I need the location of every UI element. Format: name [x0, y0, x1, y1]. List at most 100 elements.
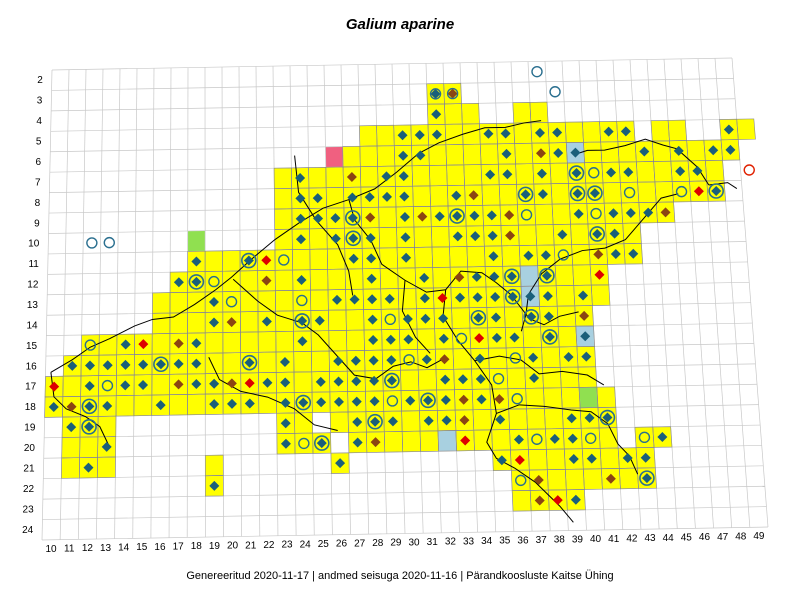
occurrence-diamond — [173, 338, 184, 349]
occurrence-diamond — [603, 126, 614, 137]
occupied-cell — [359, 125, 378, 147]
column-label: 39 — [572, 534, 584, 545]
occupied-cell — [328, 309, 347, 331]
occurrence-diamond — [458, 394, 469, 405]
occurrence-circle — [84, 339, 97, 351]
occurrence-diamond — [209, 317, 220, 328]
occurrence-diamond — [552, 495, 563, 506]
occupied-cell — [480, 143, 499, 165]
occurrence-diamond — [500, 128, 511, 139]
occurrence-diamond — [261, 316, 272, 327]
column-label: 33 — [463, 536, 475, 547]
occupied-cell — [381, 308, 400, 330]
occurrence-diamond — [364, 192, 375, 203]
occupied-cell — [558, 326, 577, 347]
occurrence-diamond — [401, 252, 412, 263]
occurrence-diamond — [578, 290, 589, 301]
occurrence-ring — [295, 394, 312, 411]
occurrence-diamond — [261, 255, 272, 266]
occurrence-diamond — [314, 315, 325, 326]
occupied-cell — [187, 291, 206, 313]
occupied-cell — [620, 182, 639, 203]
occurrence-diamond — [295, 193, 306, 204]
occurrence-diamond — [387, 416, 398, 427]
occurrence-diamond — [606, 167, 617, 178]
occurrence-diamond — [399, 191, 410, 202]
occurrence-circle — [515, 474, 527, 487]
occurrence-diamond — [366, 273, 377, 284]
occupied-cell — [522, 326, 542, 348]
occurrence-diamond — [535, 148, 546, 159]
occupied-cell — [652, 140, 671, 162]
column-label: 10 — [46, 544, 58, 555]
row-label: 17 — [25, 382, 37, 393]
cell-outline — [655, 201, 676, 223]
occurrence-diamond — [451, 190, 462, 201]
occupied-cell — [565, 469, 585, 490]
column-label: 21 — [245, 540, 257, 551]
occurrence-diamond — [483, 128, 494, 139]
occurrence-diamond — [244, 357, 255, 368]
occupied-cell — [205, 455, 224, 476]
occurrence-diamond — [602, 412, 613, 423]
cell-outline — [720, 139, 741, 161]
occurrence-circle — [531, 65, 543, 78]
occurrence-circle — [675, 185, 688, 198]
occurrence-diamond — [723, 124, 734, 135]
border-line — [604, 193, 679, 249]
row-label: 19 — [24, 423, 36, 434]
occurrence-diamond — [226, 378, 237, 389]
occurrence-diamond — [208, 297, 219, 308]
occurrence-ring — [241, 252, 257, 269]
occurrence-diamond — [523, 250, 534, 261]
occurrence-diamond — [573, 208, 584, 219]
occupied-cell — [294, 412, 313, 434]
occupied-cell — [451, 307, 470, 329]
occurrence-diamond — [520, 189, 531, 200]
occupied-cell — [345, 268, 364, 290]
occurrence-diamond — [476, 394, 487, 405]
grid-line — [132, 68, 138, 539]
occupied-cell — [636, 161, 655, 183]
occurrence-diamond — [120, 339, 131, 350]
occupied-cell — [506, 367, 526, 389]
occurrence-diamond — [549, 433, 560, 444]
occupied-cell — [653, 161, 673, 182]
occurrence-diamond — [566, 413, 577, 424]
border-line — [294, 155, 354, 296]
occurrence-diamond — [537, 189, 548, 200]
occurrence-diamond — [693, 186, 704, 197]
occupied-cell — [412, 185, 431, 207]
occurrence-diamond — [244, 398, 255, 409]
occupied-cell — [79, 436, 98, 458]
column-label: 16 — [154, 542, 166, 553]
occurrence-diamond — [280, 397, 291, 408]
row-label: 23 — [23, 504, 35, 515]
occurrence-ring — [517, 186, 534, 203]
occurrence-diamond — [586, 453, 597, 464]
border-line — [401, 280, 431, 354]
occurrence-diamond — [369, 396, 380, 407]
occupied-cell — [528, 449, 548, 471]
occurrence-diamond — [491, 312, 502, 323]
occurrence-diamond — [402, 314, 413, 325]
column-label: 29 — [390, 538, 402, 549]
cell-outline — [736, 118, 756, 140]
occupied-cell — [431, 246, 451, 268]
occupied-cell — [240, 291, 258, 312]
occurrence-diamond — [592, 228, 603, 239]
occurrence-diamond — [382, 191, 393, 202]
occurrence-diamond — [501, 148, 512, 159]
occurrence-diamond — [280, 377, 291, 388]
row-label: 8 — [35, 198, 41, 209]
row-label: 14 — [26, 320, 38, 331]
occupied-cell — [379, 227, 398, 249]
occurrence-diamond — [622, 453, 633, 464]
occurrence-diamond — [101, 441, 112, 452]
occupied-cell — [62, 375, 81, 397]
occupied-cell — [152, 292, 171, 314]
column-label: 14 — [118, 543, 130, 554]
occurrence-diamond — [438, 333, 449, 344]
occupied-cell — [452, 328, 471, 349]
occupied-cell — [61, 437, 80, 458]
